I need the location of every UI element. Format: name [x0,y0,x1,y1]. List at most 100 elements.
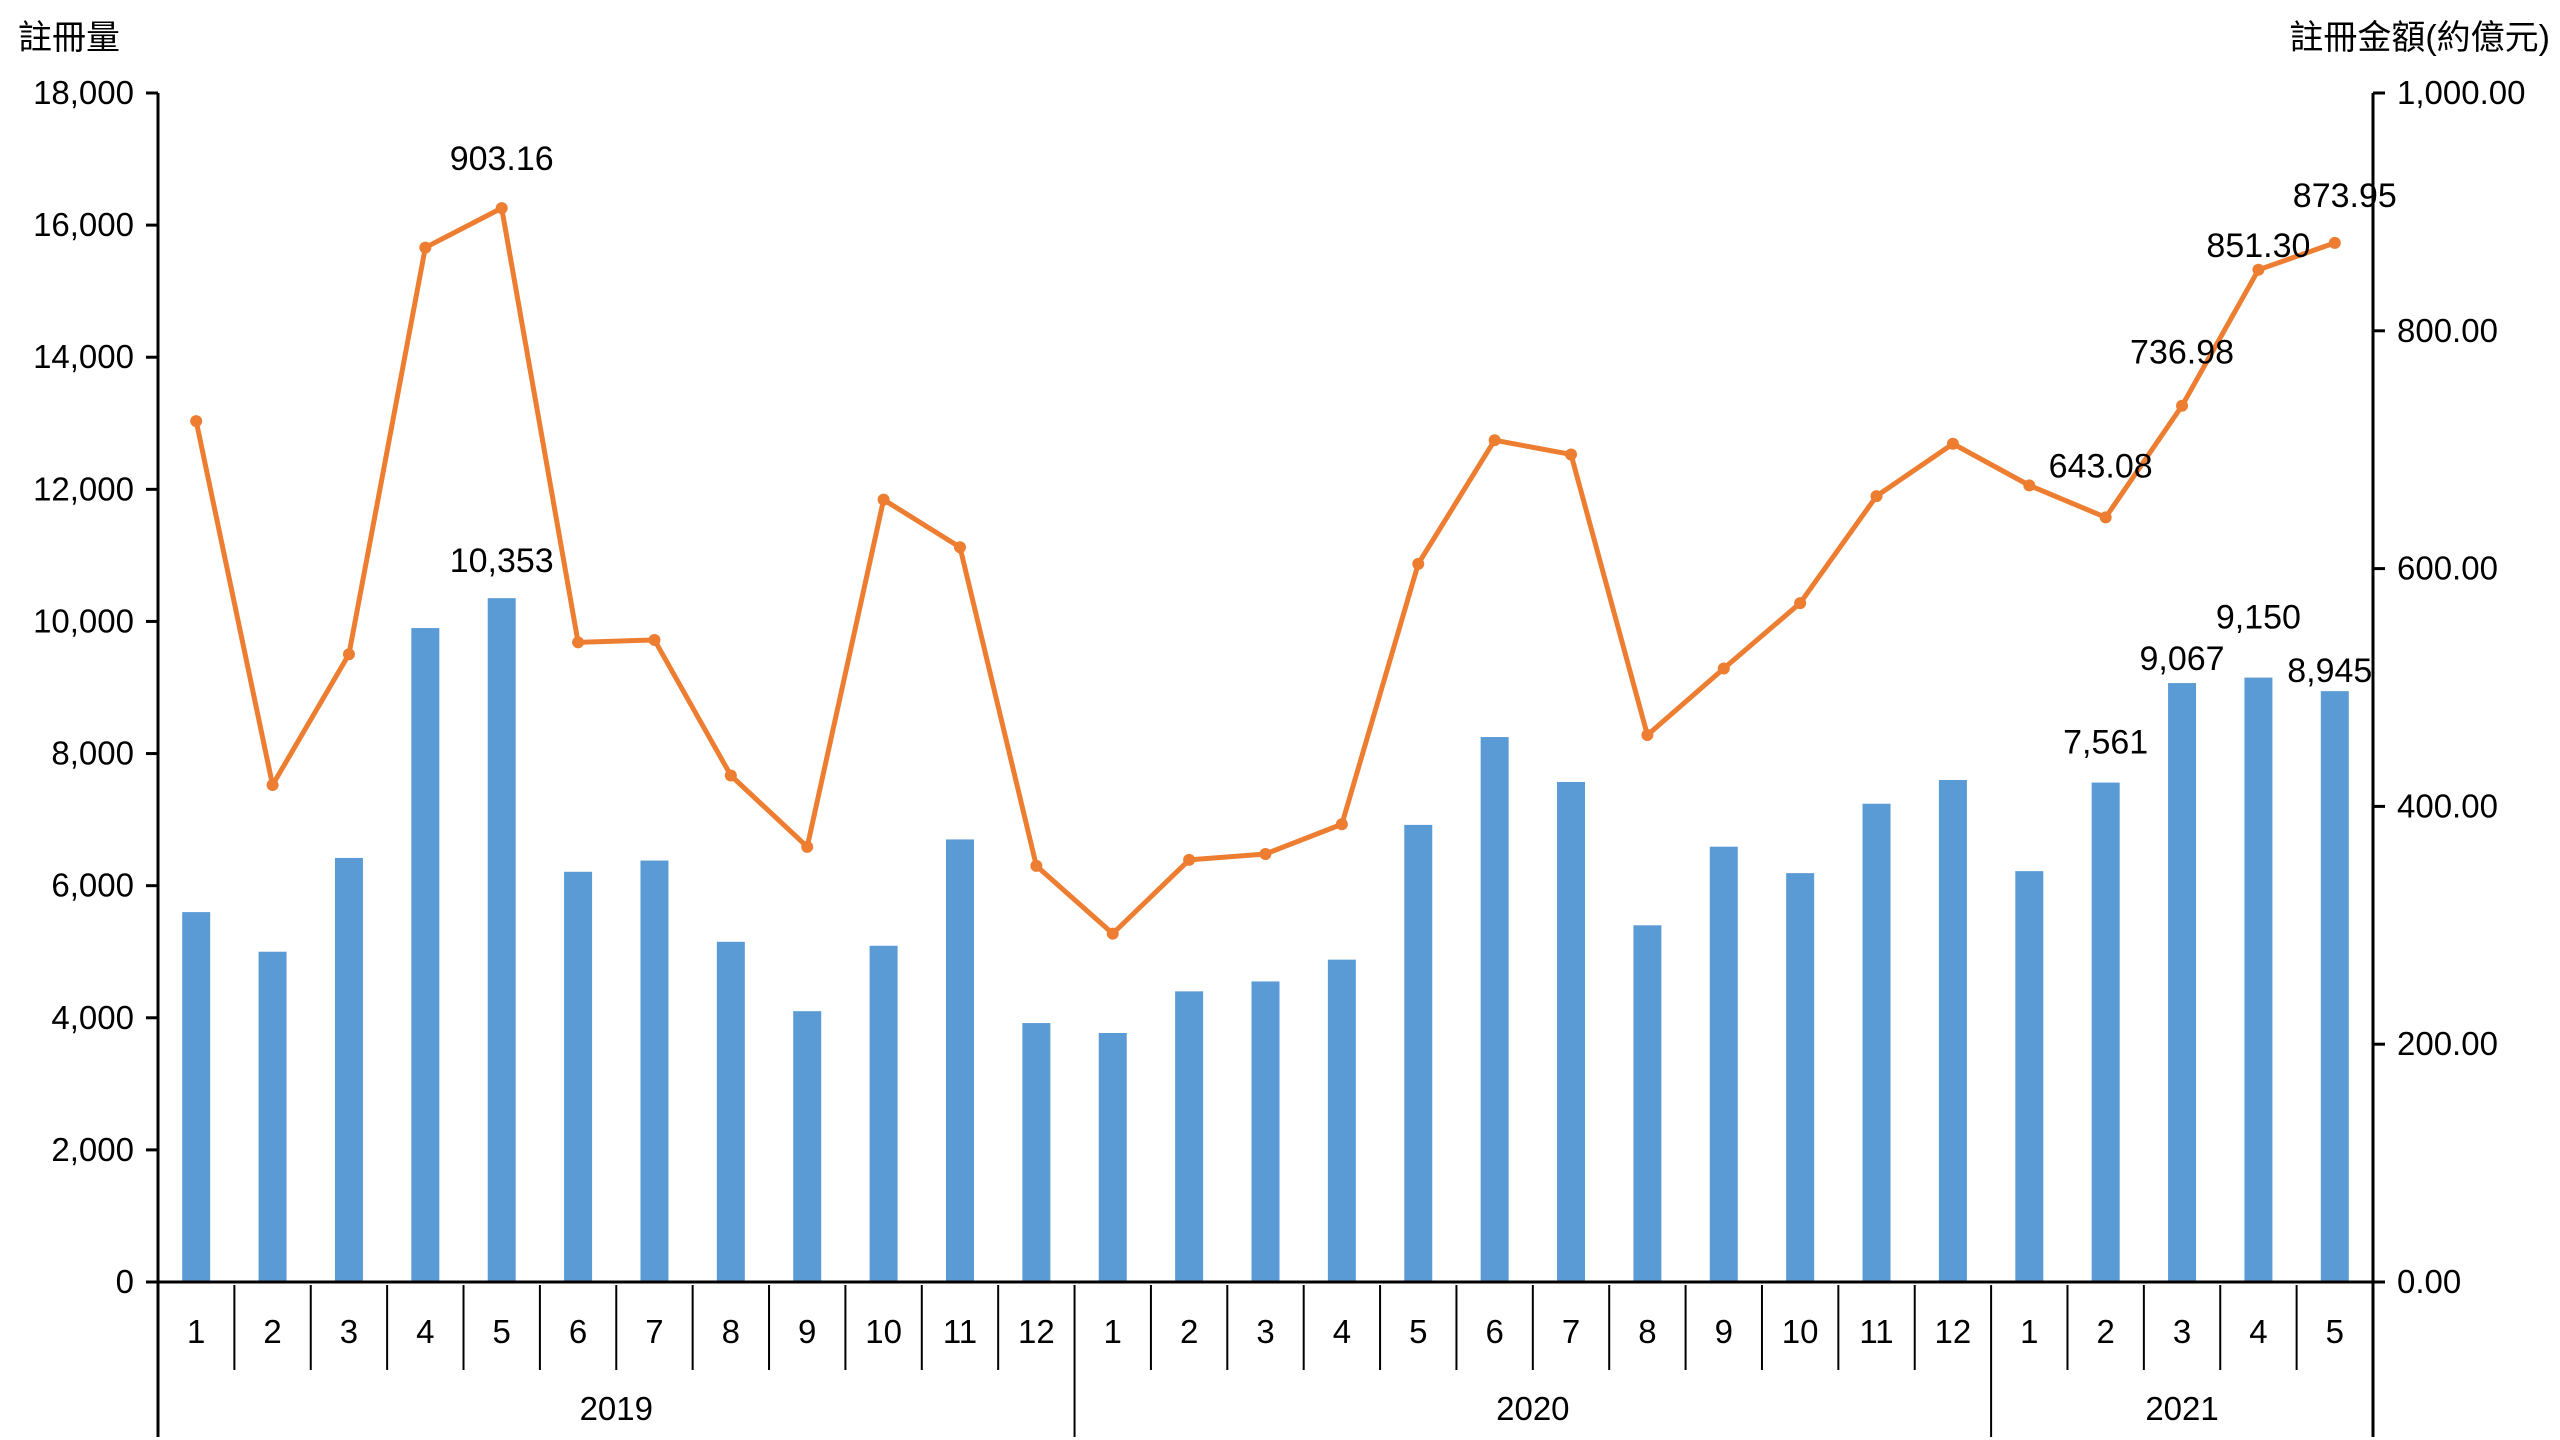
left-axis-tick-label: 6,000 [51,867,134,904]
bar-2019-11 [945,839,974,1282]
bar-2019-7 [640,860,669,1282]
line-point-2020-10 [1794,597,1807,610]
left-axis-tick-label: 14,000 [33,338,134,375]
line-point-2021-4 [2252,263,2265,276]
data-label-bar-2021-5: 8,945 [2287,652,2372,690]
line-point-2021-1 [2023,479,2036,492]
line-point-2019-6 [572,636,585,649]
month-label: 12 [1935,1313,1972,1350]
month-label: 1 [2020,1313,2038,1350]
data-label-line-2021-3: 736.98 [2130,334,2234,372]
month-label: 4 [416,1313,434,1350]
month-label: 1 [1104,1313,1122,1350]
month-label: 1 [187,1313,205,1350]
bar-2019-3 [334,857,363,1282]
line-point-2019-1 [190,415,203,428]
line-point-2019-3 [342,648,355,661]
right-axis-tick-label: 800.00 [2397,312,2498,349]
line-point-2019-10 [877,493,890,506]
bar-2019-2 [258,951,287,1282]
line-point-2019-5 [495,202,508,215]
line-point-2021-5 [2328,236,2341,249]
bar-2020-3 [1251,981,1280,1282]
month-label: 7 [1562,1313,1580,1350]
bar-2019-1 [182,912,211,1282]
bar-2020-1 [1098,1032,1127,1282]
bar-2019-5 [487,598,516,1282]
line-point-2020-7 [1565,448,1578,461]
right-axis-tick-label: 1,000.00 [2397,74,2525,111]
line-point-2020-9 [1717,662,1730,675]
bar-2020-4 [1327,959,1356,1282]
bar-2019-6 [564,871,593,1282]
right-axis-tick-label: 600.00 [2397,550,2498,587]
line-point-2020-8 [1641,729,1654,742]
bar-2019-12 [1022,1023,1051,1282]
month-label: 6 [569,1313,587,1350]
bar-2021-2 [2091,782,2120,1282]
month-label: 3 [2173,1313,2191,1350]
line-point-2020-2 [1183,853,1196,866]
bar-2020-9 [1709,846,1738,1282]
month-label: 8 [722,1313,740,1350]
bar-2020-6 [1480,737,1509,1282]
bar-2019-8 [716,941,745,1282]
month-label: 5 [2326,1313,2344,1350]
line-point-2019-11 [953,541,966,554]
bar-2021-5 [2320,691,2349,1282]
bar-2020-10 [1786,873,1815,1282]
month-label: 7 [645,1313,663,1350]
left-axis-tick-label: 2,000 [51,1131,134,1168]
line-point-2020-12 [1946,437,1959,450]
month-label: 4 [1333,1313,1351,1350]
year-label-2019: 2019 [580,1390,653,1427]
data-label-bar-2021-3: 9,067 [2140,640,2225,678]
bar-2019-4 [411,628,440,1282]
line-point-2020-11 [1870,490,1883,503]
right-axis-tick-label: 0.00 [2397,1263,2461,1300]
month-label: 2 [2096,1313,2114,1350]
line-point-2019-2 [266,778,279,791]
month-label: 5 [493,1313,511,1350]
month-label: 11 [943,1313,977,1350]
left-axis-tick-label: 4,000 [51,999,134,1036]
line-point-2019-9 [801,840,814,853]
month-label: 3 [1256,1313,1274,1350]
data-label-line-2019-5: 903.16 [450,140,554,178]
year-label-2021: 2021 [2145,1390,2218,1427]
right-axis-tick-label: 200.00 [2397,1025,2498,1062]
month-label: 10 [865,1313,902,1350]
data-label-line-2021-2: 643.08 [2049,447,2153,485]
month-label: 6 [1485,1313,1503,1350]
line-point-2021-3 [2176,399,2189,412]
line-point-2020-4 [1335,818,1348,831]
data-label-bar-2021-2: 7,561 [2063,724,2148,762]
month-label: 2 [1180,1313,1198,1350]
data-label-line-2021-4: 851.30 [2206,227,2310,265]
right-axis-title: 註冊金額(約億元) [2289,19,2550,57]
data-label-bar-2019-5: 10,353 [450,542,554,580]
month-label: 5 [1409,1313,1427,1350]
bar-2020-7 [1557,781,1586,1282]
line-point-2021-2 [2099,511,2112,524]
month-label: 12 [1018,1313,1055,1350]
bar-2019-10 [869,945,898,1282]
line-point-2020-1 [1106,927,1119,940]
line-point-2019-8 [724,769,737,782]
bar-2019-9 [793,1011,822,1282]
left-axis-tick-label: 16,000 [33,206,134,243]
left-axis-tick-label: 8,000 [51,735,134,772]
line-point-2020-5 [1412,557,1425,570]
year-label-2020: 2020 [1496,1390,1569,1427]
data-label-bar-2021-4: 9,150 [2216,599,2301,637]
left-axis-title: 註冊量 [18,19,120,57]
line-point-2020-6 [1488,434,1501,447]
month-label: 2 [263,1313,281,1350]
left-axis-tick-label: 18,000 [33,74,134,111]
month-label: 10 [1782,1313,1819,1350]
bar-2020-8 [1633,925,1662,1282]
bar-2021-3 [2168,683,2197,1282]
month-label: 11 [1859,1313,1893,1350]
